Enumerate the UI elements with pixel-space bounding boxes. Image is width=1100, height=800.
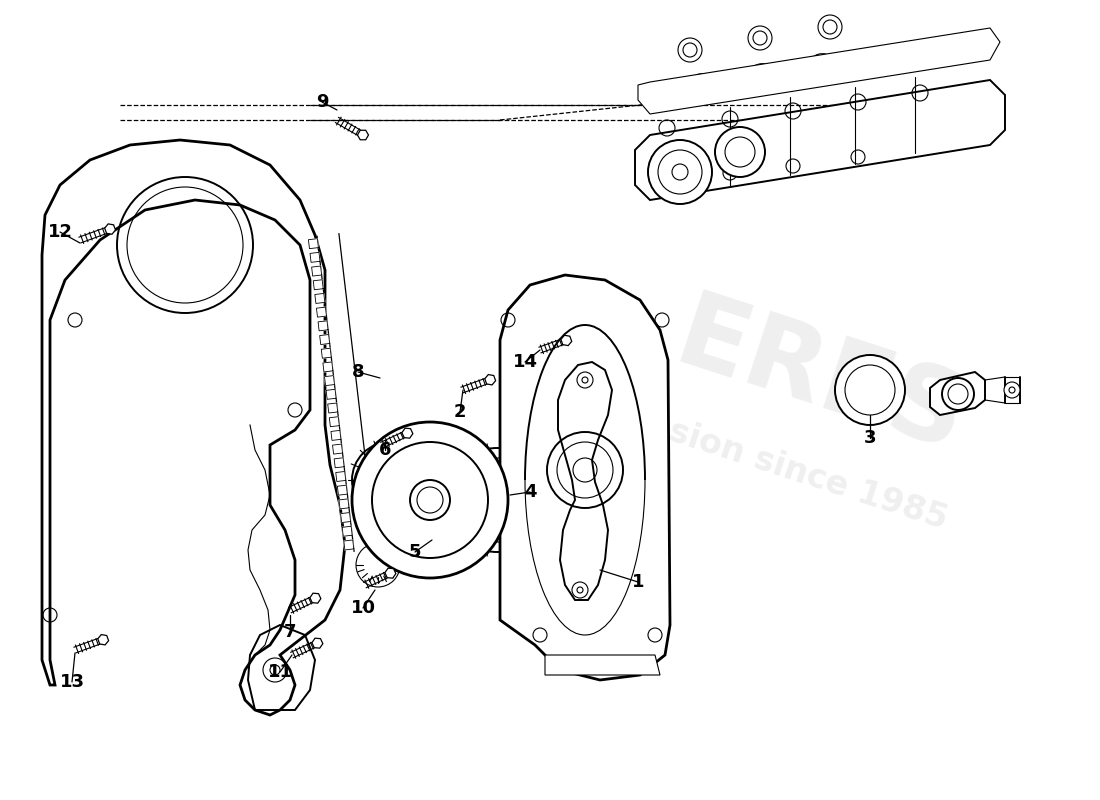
Polygon shape: [320, 334, 330, 345]
Polygon shape: [635, 80, 1005, 200]
Circle shape: [835, 355, 905, 425]
Text: 11: 11: [267, 663, 293, 681]
Polygon shape: [315, 294, 324, 303]
Circle shape: [678, 38, 702, 62]
Polygon shape: [930, 372, 984, 415]
Polygon shape: [329, 417, 339, 426]
Polygon shape: [321, 348, 331, 358]
Circle shape: [942, 378, 974, 410]
Polygon shape: [338, 485, 348, 495]
Polygon shape: [42, 140, 345, 715]
Text: 12: 12: [47, 223, 73, 241]
Polygon shape: [308, 238, 318, 249]
Polygon shape: [317, 307, 327, 317]
Polygon shape: [341, 513, 351, 522]
Polygon shape: [342, 526, 352, 536]
Text: a passion since 1985: a passion since 1985: [569, 384, 952, 536]
Polygon shape: [318, 321, 328, 331]
Polygon shape: [310, 252, 320, 262]
Polygon shape: [328, 403, 338, 413]
Polygon shape: [358, 130, 368, 140]
Polygon shape: [339, 499, 349, 509]
Polygon shape: [344, 540, 354, 550]
Polygon shape: [311, 266, 321, 276]
Text: 2: 2: [453, 403, 466, 421]
Circle shape: [715, 127, 764, 177]
Polygon shape: [326, 390, 337, 399]
Text: 5: 5: [409, 543, 421, 561]
Text: 6: 6: [378, 441, 392, 459]
Text: ERES: ERES: [663, 286, 977, 474]
Text: 14: 14: [513, 353, 538, 371]
Polygon shape: [485, 374, 496, 385]
Polygon shape: [324, 376, 334, 386]
Circle shape: [1004, 382, 1020, 398]
Polygon shape: [312, 638, 323, 648]
Polygon shape: [336, 471, 345, 482]
Text: 13: 13: [59, 673, 85, 691]
Circle shape: [748, 26, 772, 50]
Circle shape: [648, 140, 712, 204]
Polygon shape: [332, 444, 342, 454]
Polygon shape: [500, 275, 670, 680]
Polygon shape: [310, 593, 321, 603]
Polygon shape: [323, 362, 333, 372]
Polygon shape: [334, 458, 344, 468]
Text: 7: 7: [284, 623, 296, 641]
Polygon shape: [104, 224, 116, 234]
Polygon shape: [544, 655, 660, 675]
Polygon shape: [402, 428, 412, 438]
Polygon shape: [385, 568, 396, 578]
Text: 10: 10: [351, 599, 375, 617]
Text: 8: 8: [352, 363, 364, 381]
Polygon shape: [638, 28, 1000, 114]
Text: 1: 1: [631, 573, 645, 591]
Polygon shape: [314, 280, 323, 290]
Polygon shape: [561, 335, 572, 346]
Circle shape: [352, 422, 508, 578]
Polygon shape: [98, 634, 109, 645]
Text: 3: 3: [864, 429, 877, 447]
Text: 4: 4: [524, 483, 537, 501]
Polygon shape: [331, 430, 341, 440]
Text: 9: 9: [316, 93, 328, 111]
Circle shape: [446, 448, 549, 552]
Circle shape: [818, 15, 842, 39]
